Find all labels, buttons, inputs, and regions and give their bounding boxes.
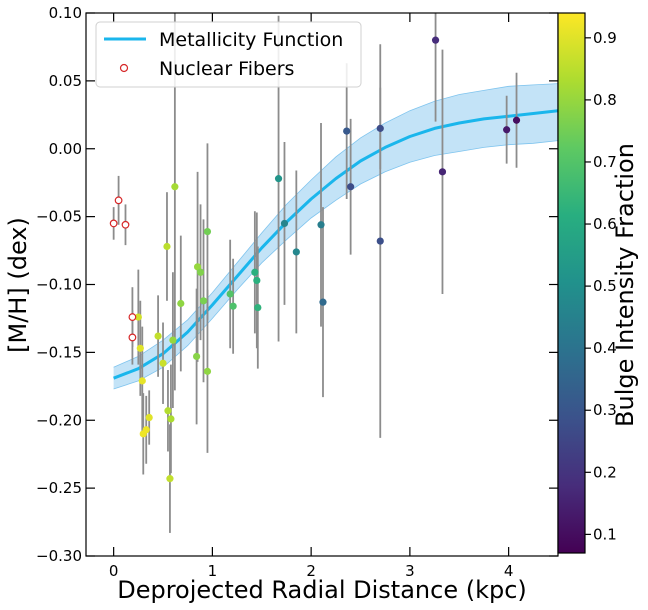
fiber-point-15 xyxy=(192,352,201,361)
nuclear-fiber-point-4 xyxy=(128,333,137,342)
errorbar-layer xyxy=(112,13,518,533)
band-upper-edge xyxy=(113,83,558,368)
colorbar-tick-label-1: 0.2 xyxy=(593,463,617,481)
fiber-point-34 xyxy=(376,237,384,245)
x-axis-ticks: 0 1 2 3 4 xyxy=(109,13,514,580)
colorbar-gradient xyxy=(558,13,585,553)
colorbar-ticks: 0.1 0.2 0.3 0.4 0.5 0.6 0.7 0.8 0.9 xyxy=(585,29,617,543)
fiber-point-19 xyxy=(203,367,212,375)
colorbar-tick-label-4: 0.5 xyxy=(593,277,617,295)
fiber-point-26 xyxy=(274,175,283,183)
colorbar-tick-label-6: 0.7 xyxy=(593,153,617,171)
colorbar-tick-label-2: 0.3 xyxy=(593,401,617,419)
fiber-point-13 xyxy=(171,183,179,191)
fiber-point-25 xyxy=(254,303,262,312)
y-tick-label-1: −0.25 xyxy=(36,479,82,497)
fiber-point-27 xyxy=(280,219,289,228)
data-points-layer xyxy=(109,36,521,483)
y-tick-label-0: −0.30 xyxy=(36,547,82,565)
legend-box xyxy=(95,21,362,88)
fiber-point-38 xyxy=(512,116,521,124)
nuclear-fiber-point-0 xyxy=(109,219,118,228)
x-tick-label-1: 1 xyxy=(208,562,218,580)
colorbar-tick-label-5: 0.6 xyxy=(593,215,617,233)
fiber-point-28 xyxy=(292,248,300,256)
y-tick-label-4: −0.10 xyxy=(36,276,82,294)
fiber-point-11 xyxy=(167,415,175,423)
x-tick-label-4: 4 xyxy=(504,562,514,580)
colorbar: 0.1 0.2 0.3 0.4 0.5 0.6 0.7 0.8 0.9 Bulge Intens… xyxy=(557,12,639,554)
fiber-point-6 xyxy=(154,332,162,340)
x-tick-label-2: 2 xyxy=(306,562,316,580)
legend-label-nuclear: Nuclear Fibers xyxy=(159,58,294,80)
fiber-point-7 xyxy=(159,359,167,367)
fiber-point-33 xyxy=(376,124,384,132)
fiber-point-4 xyxy=(142,426,150,434)
legend: Metallicity Function Nuclear Fibers xyxy=(95,21,362,88)
fiber-point-32 xyxy=(347,183,355,191)
x-tick-label-0: 0 xyxy=(109,562,119,580)
fiber-point-16 xyxy=(193,263,202,271)
fiber-point-14 xyxy=(177,299,185,308)
fiber-point-12 xyxy=(169,336,177,344)
x-axis-title: Deprojected Radial Distance (kpc) xyxy=(117,576,527,604)
colorbar-tick-label-7: 0.8 xyxy=(593,91,617,109)
fiber-point-18 xyxy=(199,297,208,305)
fiber-point-22 xyxy=(229,302,237,310)
nuclear-fiber-point-2 xyxy=(121,220,130,229)
fiber-point-0 xyxy=(134,313,142,321)
fiber-point-23 xyxy=(251,268,259,276)
metallicity-curve-layer xyxy=(113,109,558,380)
fiber-point-20 xyxy=(203,227,212,236)
fiber-point-29 xyxy=(317,221,325,229)
y-tick-label-5: −0.05 xyxy=(36,208,82,226)
fiber-point-21 xyxy=(226,290,234,298)
fiber-point-30 xyxy=(319,298,327,306)
fiber-point-10 xyxy=(166,475,174,483)
nuclear-fiber-point-3 xyxy=(128,313,137,321)
fiber-point-31 xyxy=(343,127,351,135)
x-tick-label-3: 3 xyxy=(405,562,415,580)
colorbar-tick-label-0: 0.1 xyxy=(593,525,617,543)
y-axis-ticks: −0.30 −0.25 −0.20 −0.15 −0.10 −0.05 0.00 0.05 0.… xyxy=(36,4,558,565)
y-tick-label-2: −0.20 xyxy=(36,411,82,429)
fiber-point-17 xyxy=(196,268,205,276)
y-tick-label-3: −0.15 xyxy=(36,343,82,361)
metallicity-function-line xyxy=(113,109,558,380)
fiber-point-36 xyxy=(438,168,447,176)
y-tick-label-7: 0.05 xyxy=(49,72,82,90)
colorbar-tick-label-8: 0.9 xyxy=(593,29,617,47)
y-tick-label-8: 0.10 xyxy=(49,4,82,22)
fiber-point-9 xyxy=(164,407,172,415)
fiber-point-24 xyxy=(253,276,261,285)
colorbar-tick-label-3: 0.4 xyxy=(593,339,617,357)
fiber-point-5 xyxy=(145,413,153,422)
fiber-point-8 xyxy=(163,242,171,251)
y-axis-title: [M/H] (dex) xyxy=(4,217,32,353)
legend-label-metallicity: Metallicity Function xyxy=(159,29,343,51)
fiber-point-37 xyxy=(503,126,511,134)
band-lower-edge xyxy=(113,140,558,390)
nuclear-fiber-point-1 xyxy=(114,196,123,205)
fiber-point-35 xyxy=(431,36,440,44)
fiber-point-1 xyxy=(136,344,144,352)
colorbar-title: Bulge Intensity Fraction xyxy=(611,143,639,427)
legend-nuclear-swatch xyxy=(119,63,129,73)
colorbar-frame xyxy=(557,12,586,554)
fiber-point-2 xyxy=(138,377,146,385)
y-tick-label-6: 0.00 xyxy=(49,140,82,158)
